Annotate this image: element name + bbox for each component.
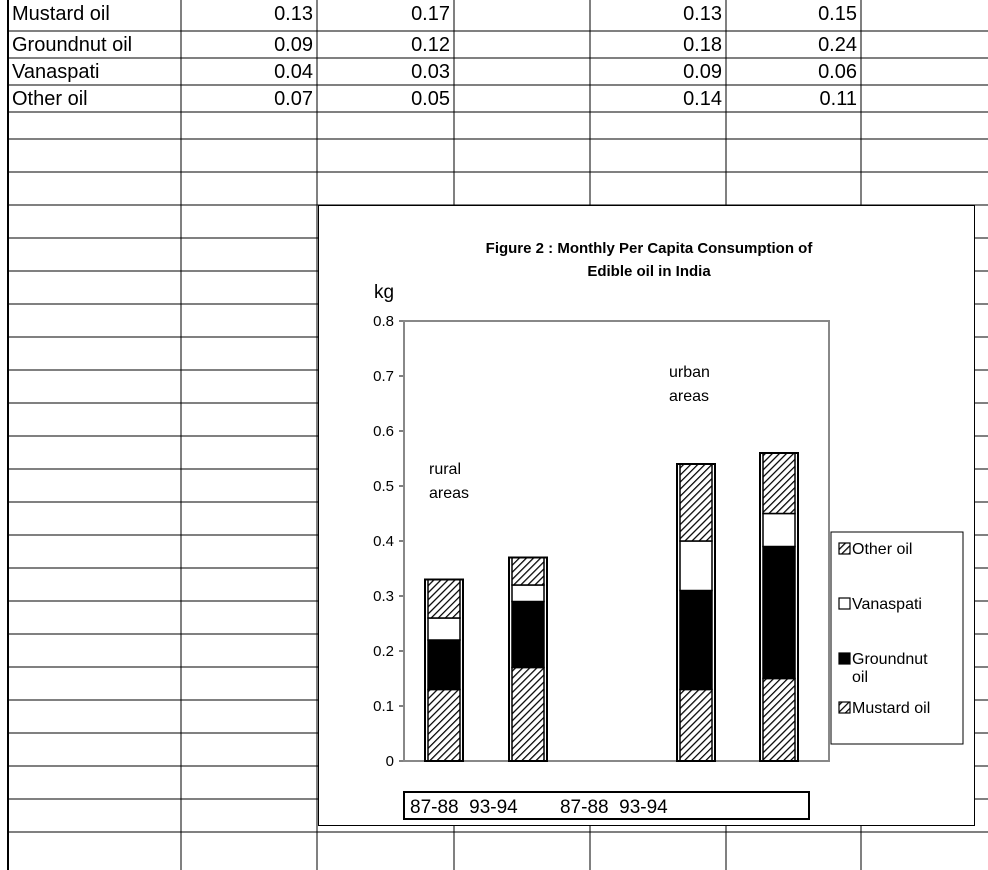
legend-label: Vanaspati [852, 596, 922, 613]
chart-annotation: rural [429, 461, 461, 478]
value-cell[interactable]: 0.05 [411, 88, 450, 110]
bar-stack-outline [676, 463, 716, 762]
legend-swatch [838, 542, 851, 555]
legend-swatch [838, 701, 851, 714]
plot-area [403, 320, 830, 762]
value-cell[interactable]: 0.12 [411, 34, 450, 56]
value-cell[interactable]: 0.09 [274, 34, 313, 56]
y-tick-label: 0.4 [373, 533, 394, 550]
legend-label-continued: oil [852, 669, 868, 686]
value-cell[interactable]: 0.17 [411, 3, 450, 25]
y-tick-label: 0.8 [373, 313, 394, 330]
x-axis-label-text: 87-88 93-94 87-88 93-94 [410, 797, 668, 818]
value-cell[interactable]: 0.07 [274, 88, 313, 110]
legend-label: Mustard oil [852, 700, 930, 717]
bar-segment-mustard-oil [762, 677, 796, 762]
legend-frame [830, 531, 964, 745]
value-cell[interactable]: 0.03 [411, 61, 450, 83]
bar-segment-groundnut-oil [427, 639, 461, 691]
value-cell[interactable]: 0.13 [274, 3, 313, 25]
legend-label: Groundnut [852, 651, 928, 668]
x-axis-labels: 87-88 93-94 87-88 93-94 [403, 791, 810, 820]
chart-title-line: Edible oil in India [587, 263, 711, 280]
row-label-cell[interactable]: Groundnut oil [12, 34, 133, 56]
bar-segment-groundnut-oil [679, 589, 713, 691]
y-tick-label: 0.7 [373, 368, 394, 385]
bar-segment-other-oil [762, 452, 796, 515]
value-cell[interactable]: 0.06 [818, 61, 857, 83]
value-cell[interactable]: 0.15 [818, 3, 857, 25]
y-tick-label: 0.3 [373, 588, 394, 605]
chart-annotations: rural areas urban areas [429, 364, 710, 502]
value-cell[interactable]: 0.18 [683, 34, 722, 56]
bar-segment-other-oil [679, 463, 713, 542]
chart-title-line: Figure 2 : Monthly Per Capita Consumptio… [486, 240, 814, 257]
plot-area-frame [403, 320, 830, 762]
y-tick-label: 0.5 [373, 478, 394, 495]
bar-segment-groundnut-oil [762, 545, 796, 680]
bar-stack-outline [759, 452, 799, 762]
chart-annotation: urban [669, 364, 710, 381]
value-cell[interactable]: 0.11 [819, 88, 857, 110]
bar-segment-mustard-oil [679, 688, 713, 762]
bar-segment-vanaspati [679, 540, 713, 592]
bar-segment-vanaspati [511, 584, 545, 603]
y-tick-label: 0 [386, 753, 394, 770]
value-cell[interactable]: 0.04 [274, 61, 313, 83]
chart-annotation: areas [429, 485, 469, 502]
bar-segment-other-oil [427, 578, 461, 619]
row-label-cell[interactable]: Other oil [12, 88, 88, 110]
bar-stack-outline [508, 556, 548, 762]
y-axis-label: kg [374, 282, 394, 303]
chart-title: Figure 2 : Monthly Per Capita Consumptio… [486, 240, 814, 280]
value-cell[interactable]: 0.13 [683, 3, 722, 25]
legend-label: Other oil [852, 541, 912, 558]
value-cell[interactable]: 0.09 [683, 61, 722, 83]
y-axis: 0 0.1 0.2 0.3 0.4 0.5 0.6 0.7 0.8 kg [373, 282, 405, 770]
row-label-cell[interactable]: Mustard oil [12, 3, 110, 25]
bar-segment-vanaspati [762, 512, 796, 548]
row-label-cell[interactable]: Vanaspati [12, 61, 100, 83]
bar-stack-outline [424, 578, 464, 762]
legend-swatch [838, 652, 851, 665]
bar-segment-groundnut-oil [511, 600, 545, 669]
y-tick-label: 0.1 [373, 698, 394, 715]
legend-swatch [838, 597, 851, 610]
y-tick-label: 0.6 [373, 423, 394, 440]
chart-object[interactable]: Figure 2 : Monthly Per Capita Consumptio… [318, 205, 975, 826]
chart-svg: Figure 2 : Monthly Per Capita Consumptio… [373, 240, 964, 820]
y-tick-label: 0.2 [373, 643, 394, 660]
value-cell[interactable]: 0.14 [683, 88, 722, 110]
bar-segment-other-oil [511, 556, 545, 586]
value-cell[interactable]: 0.24 [818, 34, 857, 56]
bar-segment-mustard-oil [511, 666, 545, 762]
bar-segment-mustard-oil [427, 688, 461, 762]
bar-segment-vanaspati [427, 617, 461, 641]
chart-annotation: areas [669, 388, 709, 405]
x-label-box [403, 791, 810, 820]
